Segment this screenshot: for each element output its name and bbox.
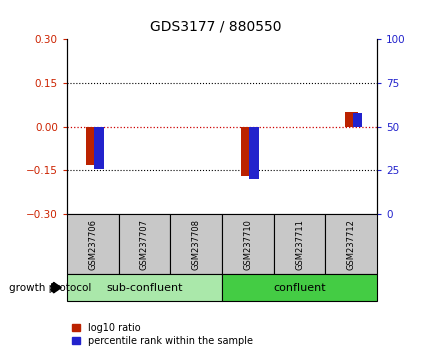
Text: GSM237712: GSM237712 [346,219,355,270]
Bar [344,112,357,127]
Bar [249,127,258,179]
Bar [352,113,361,127]
Text: GSM237708: GSM237708 [191,219,200,270]
Bar [273,214,325,274]
Text: GSM237710: GSM237710 [243,219,252,270]
Text: confluent: confluent [273,282,325,293]
Bar [94,127,103,169]
Legend: log10 ratio, percentile rank within the sample: log10 ratio, percentile rank within the … [71,323,252,346]
Bar [325,214,376,274]
Bar [170,214,221,274]
Bar [221,274,376,301]
Bar [241,127,254,176]
Text: GSM237711: GSM237711 [295,219,303,270]
Text: GSM237707: GSM237707 [140,219,148,270]
Bar [221,214,273,274]
Bar [118,214,170,274]
Text: GSM237706: GSM237706 [88,219,97,270]
Text: growth protocol: growth protocol [9,282,91,293]
Text: sub-confluent: sub-confluent [106,282,182,293]
Text: GDS3177 / 880550: GDS3177 / 880550 [149,19,281,34]
Bar [86,127,99,165]
Bar [67,214,118,274]
Bar [67,274,221,301]
